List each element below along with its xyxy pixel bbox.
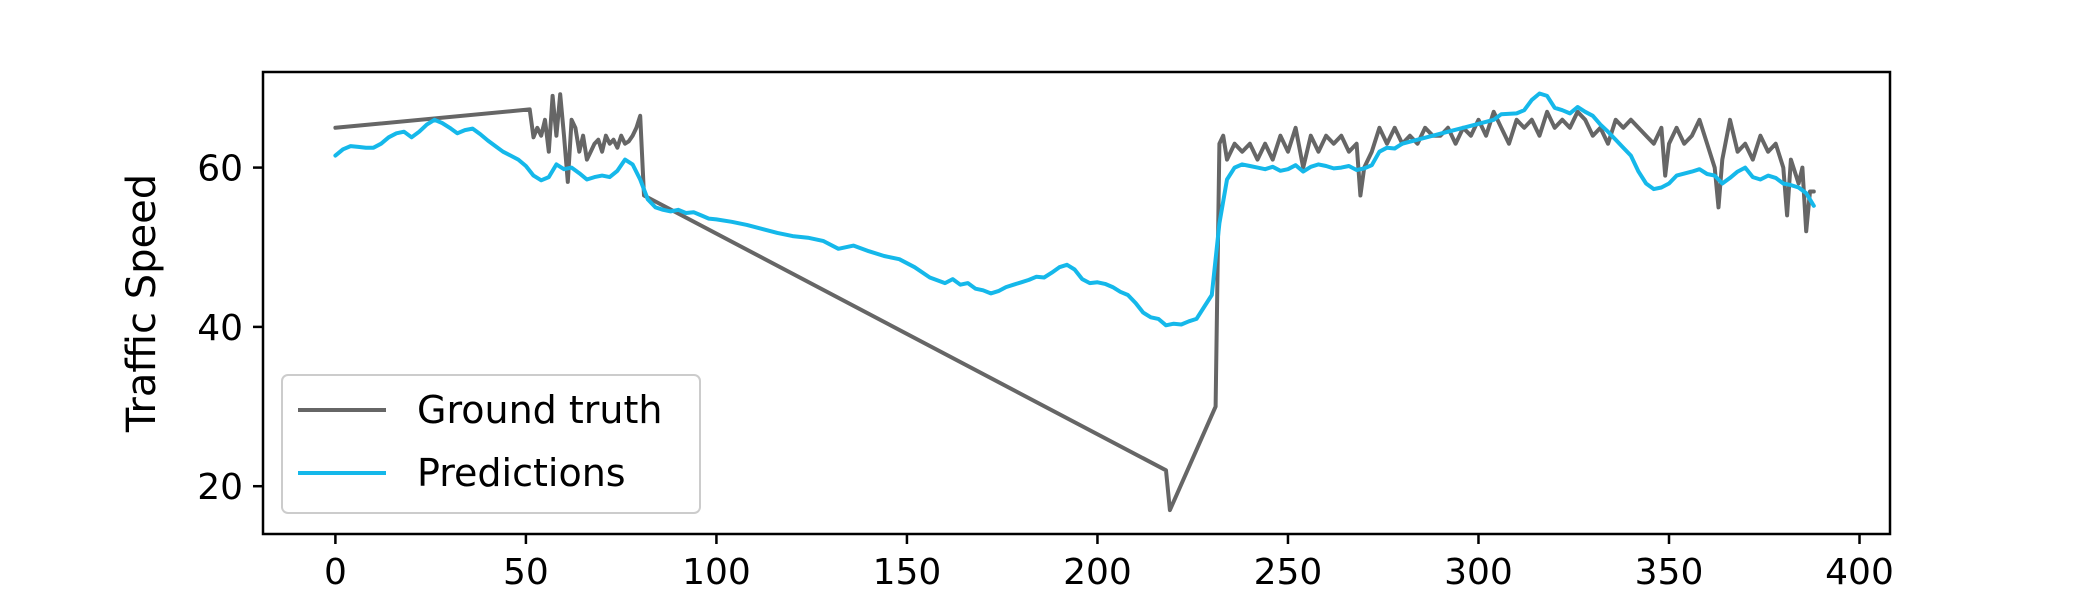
x-tick-label: 300 bbox=[1444, 552, 1513, 593]
y-tick-label: 40 bbox=[197, 308, 243, 349]
series-layer bbox=[333, 91, 1816, 513]
legend: Ground truth Predictions bbox=[281, 374, 701, 514]
y-tick-label: 20 bbox=[197, 467, 243, 508]
y-tick-label: 60 bbox=[197, 149, 243, 190]
series-line-predictions bbox=[333, 91, 1816, 328]
x-tick-label: 400 bbox=[1825, 552, 1894, 593]
y-axis-label: Traffic Speed bbox=[119, 174, 165, 433]
x-tick-label: 100 bbox=[682, 552, 751, 593]
x-tick-label: 200 bbox=[1063, 552, 1132, 593]
axes-layer: 0 50 100 150 200 250 300 350 400 20 40 60 bbox=[197, 149, 1894, 593]
x-tick-label: 250 bbox=[1254, 552, 1323, 593]
x-tick-label: 350 bbox=[1635, 552, 1704, 593]
series-line-ground-truth bbox=[333, 92, 1816, 513]
plot-frame bbox=[261, 70, 1892, 536]
legend-box bbox=[281, 374, 701, 514]
x-tick-label: 150 bbox=[873, 552, 942, 593]
x-tick-label: 50 bbox=[503, 552, 549, 593]
legend-label-predictions: Predictions bbox=[417, 451, 626, 495]
x-tick-label: 0 bbox=[324, 552, 347, 593]
legend-label-ground-truth: Ground truth bbox=[417, 388, 662, 432]
